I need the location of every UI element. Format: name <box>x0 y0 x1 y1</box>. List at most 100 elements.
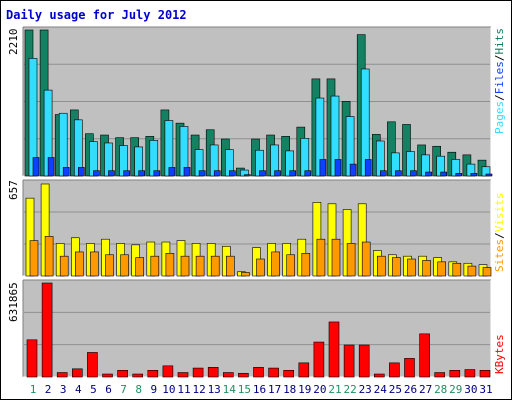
bar-kbytes-day-30 <box>464 369 476 378</box>
bar-pages-day-30 <box>470 173 478 177</box>
day-label-11: 11 <box>177 383 190 396</box>
bar-sites-day-24 <box>376 255 386 277</box>
bar-sites-day-23 <box>361 241 371 277</box>
bar-kbytes-day-20 <box>313 341 325 378</box>
chart-title: Daily usage for July 2012 <box>6 8 187 22</box>
day-label-10: 10 <box>162 383 175 396</box>
day-label-13: 13 <box>208 383 221 396</box>
bar-files-day-19 <box>300 138 310 177</box>
bar-sites-day-30 <box>467 265 477 277</box>
bar-pages-day-8 <box>138 170 145 177</box>
day-label-18: 18 <box>283 383 296 396</box>
bar-kbytes-day-28 <box>434 372 446 378</box>
legend-files: Files <box>493 61 506 94</box>
bar-kbytes-day-8 <box>132 373 143 378</box>
legend-panel2: Sites/Visits <box>493 193 506 273</box>
day-label-8: 8 <box>135 383 142 396</box>
bar-sites-day-1 <box>29 240 39 277</box>
bar-sites-day-21 <box>331 238 341 277</box>
legend-sep-3: / <box>493 232 506 239</box>
day-label-15: 15 <box>238 383 251 396</box>
bar-kbytes-day-27 <box>419 333 430 378</box>
bar-sites-day-31 <box>482 267 492 277</box>
day-labels: 1 2 3 4 5 6 7 8 9 10 11 12 13 14 15 16 17 18 19 20 21 22 23 24 2… <box>30 383 493 396</box>
day-label-25: 25 <box>389 383 402 396</box>
bar-pages-day-13 <box>213 170 221 177</box>
bar-kbytes-day-12 <box>192 367 204 378</box>
bar-kbytes-day-26 <box>404 358 415 378</box>
bar-pages-day-9 <box>153 170 161 177</box>
bar-sites-day-25 <box>392 257 401 277</box>
panel-backgrounds <box>22 26 492 378</box>
bar-sites-day-2 <box>44 236 54 277</box>
bar-sites-day-14 <box>226 255 235 277</box>
bar-kbytes-day-11 <box>177 372 189 378</box>
bar-pages-day-26 <box>410 170 417 177</box>
bar-kbytes-day-19 <box>298 362 310 378</box>
bar-pages-day-24 <box>379 170 387 177</box>
bar-pages-day-29 <box>455 173 463 177</box>
legend-panel1: Pages/Files/Hits <box>493 28 506 134</box>
day-label-17: 17 <box>268 383 281 396</box>
legend-hits: Hits <box>493 28 506 55</box>
bar-kbytes-day-17 <box>268 367 279 378</box>
bar-kbytes-day-31 <box>479 370 491 378</box>
panel3-axis-max: 631865 <box>7 282 20 322</box>
day-label-23: 23 <box>359 383 372 396</box>
bar-sites-day-19 <box>301 253 311 277</box>
bar-kbytes-day-7 <box>117 370 128 378</box>
bar-sites-day-27 <box>422 260 431 277</box>
bar-kbytes-day-5 <box>87 352 98 378</box>
bar-sites-day-5 <box>90 251 99 277</box>
bar-sites-day-22 <box>346 243 356 277</box>
bar-kbytes-day-1 <box>26 339 38 378</box>
bar-pages-day-3 <box>62 167 70 177</box>
bar-sites-day-8 <box>135 257 144 277</box>
bar-kbytes-day-16 <box>253 367 264 378</box>
day-label-1: 1 <box>30 383 37 396</box>
day-label-5: 5 <box>90 383 97 396</box>
bar-pages-day-19 <box>304 170 312 177</box>
legend-kbytes: KBytes <box>493 334 506 374</box>
bar-pages-day-23 <box>364 159 372 177</box>
bar-kbytes-day-18 <box>283 370 295 378</box>
bar-sites-day-13 <box>210 255 220 277</box>
legend-panel3: KBytes <box>493 334 506 374</box>
bar-kbytes-day-13 <box>207 367 219 378</box>
bar-sites-day-12 <box>195 255 205 277</box>
day-label-28: 28 <box>434 383 447 396</box>
bar-kbytes-day-3 <box>56 372 68 378</box>
bar-pages-day-16 <box>259 170 266 177</box>
bar-pages-day-22 <box>349 163 357 177</box>
bar-pages-day-1 <box>32 157 40 177</box>
bar-sites-day-7 <box>120 254 129 277</box>
day-label-20: 20 <box>313 383 326 396</box>
bar-pages-day-20 <box>319 159 327 177</box>
bar-kbytes-day-4 <box>72 368 83 378</box>
axis-max-labels: 2210 657 631865 <box>7 29 20 323</box>
bar-sites-day-20 <box>316 238 326 277</box>
bar-pages-day-5 <box>93 170 100 177</box>
day-label-3: 3 <box>60 383 67 396</box>
bar-pages-day-27 <box>425 171 432 177</box>
day-label-16: 16 <box>253 383 266 396</box>
bar-kbytes-day-9 <box>147 370 159 378</box>
bar-kbytes-day-29 <box>449 370 461 378</box>
bar-kbytes-day-14 <box>223 372 234 378</box>
bar-pages-day-4 <box>78 167 85 177</box>
bar-pages-day-25 <box>395 170 402 177</box>
bar-kbytes-day-6 <box>102 373 113 378</box>
day-label-6: 6 <box>105 383 112 396</box>
legends: Pages/Files/Hits Sites/Visits KBytes <box>493 28 506 374</box>
bar-pages-day-17 <box>274 170 281 177</box>
bar-sites-day-15 <box>241 272 250 277</box>
day-label-14: 14 <box>223 383 237 396</box>
bar-pages-day-31 <box>485 173 493 177</box>
bars-layer <box>24 29 493 378</box>
bar-pages-day-11 <box>183 167 191 177</box>
day-label-27: 27 <box>419 383 432 396</box>
bar-kbytes-day-22 <box>343 344 355 378</box>
panel2-axis-max: 657 <box>7 180 20 200</box>
bar-sites-day-4 <box>75 251 84 277</box>
